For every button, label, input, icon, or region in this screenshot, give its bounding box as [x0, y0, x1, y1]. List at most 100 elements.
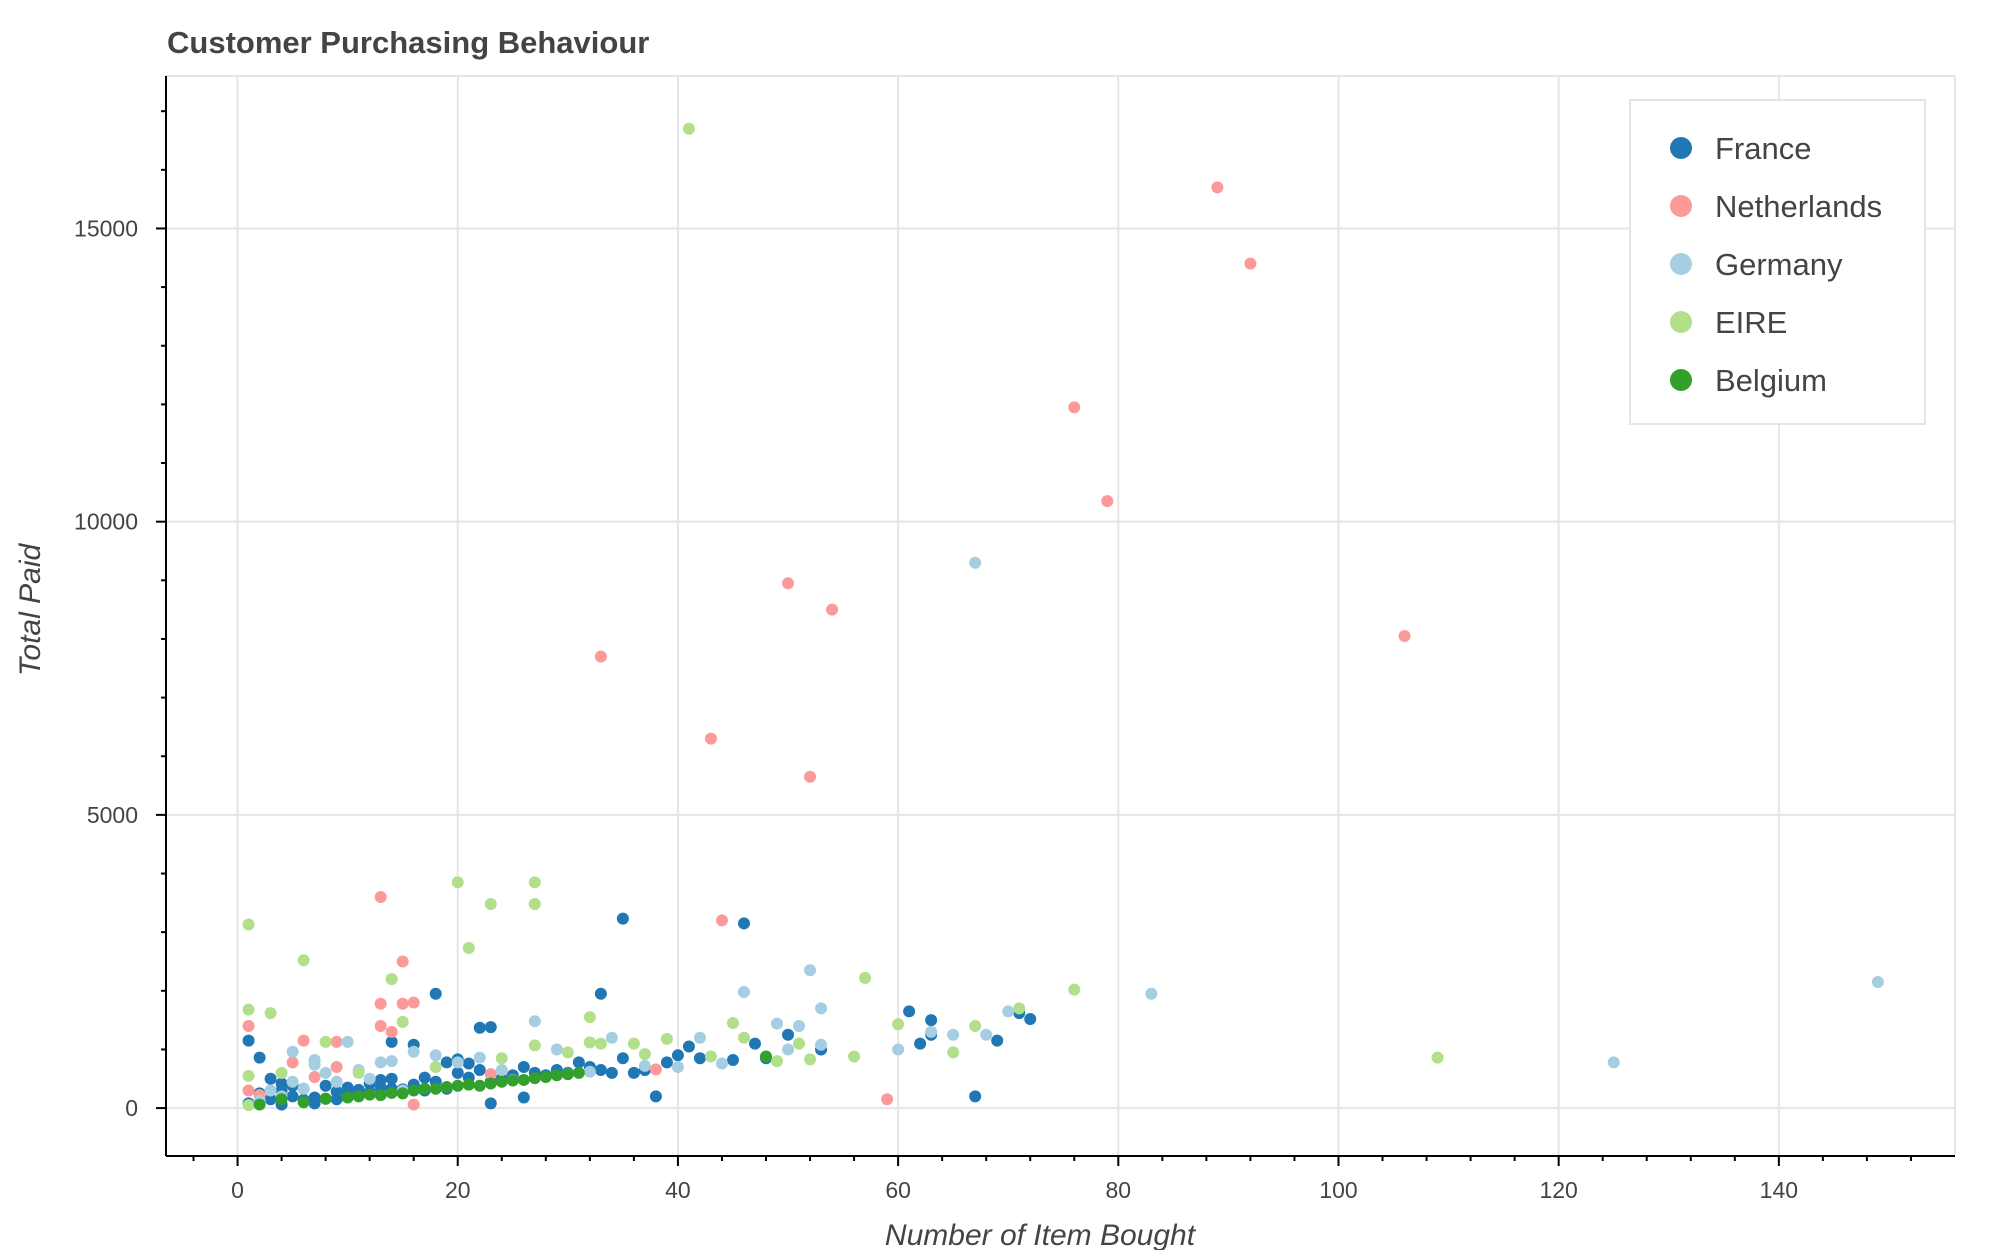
legend-item-france: France: [1670, 131, 1811, 166]
data-point: [925, 1014, 938, 1027]
data-point: [782, 577, 795, 590]
y-tick-label: 15000: [74, 215, 138, 241]
data-point: [771, 1055, 784, 1068]
data-point: [892, 1018, 905, 1031]
data-point: [242, 918, 255, 931]
data-point: [341, 1035, 354, 1048]
data-point: [484, 1097, 497, 1110]
legend-marker: [1670, 253, 1692, 275]
data-point: [748, 1037, 761, 1050]
data-point: [462, 941, 475, 954]
data-point: [804, 1053, 817, 1066]
legend-label: Belgium: [1715, 363, 1827, 398]
data-point: [429, 1082, 442, 1095]
data-point: [726, 1017, 739, 1030]
data-point: [264, 1084, 277, 1097]
x-tick-label: 140: [1760, 1177, 1798, 1203]
data-point: [969, 556, 982, 569]
data-point: [286, 1056, 299, 1069]
legend-marker: [1670, 369, 1692, 391]
data-point: [352, 1090, 365, 1103]
data-point: [429, 987, 442, 1000]
data-point: [319, 1092, 332, 1105]
data-point: [484, 898, 497, 911]
data-point: [385, 973, 398, 986]
data-point: [815, 1038, 828, 1051]
legend-marker: [1670, 195, 1692, 217]
data-point: [506, 1074, 519, 1087]
data-point: [1398, 630, 1411, 643]
data-point: [660, 1032, 673, 1045]
data-point: [363, 1072, 376, 1085]
data-point: [308, 1071, 321, 1084]
legend-item-netherlands: Netherlands: [1670, 189, 1882, 224]
data-point: [429, 1061, 442, 1074]
data-point: [374, 890, 387, 903]
x-tick-label: 120: [1539, 1177, 1577, 1203]
data-point: [484, 1077, 497, 1090]
data-point: [495, 1052, 508, 1065]
data-point: [594, 987, 607, 1000]
data-point: [308, 1058, 321, 1071]
data-point: [947, 1028, 960, 1041]
data-point: [451, 1066, 464, 1079]
data-point: [396, 997, 409, 1010]
data-point: [1145, 987, 1158, 1000]
data-point: [253, 1051, 266, 1064]
data-point: [286, 1075, 299, 1088]
data-point: [242, 1084, 255, 1097]
data-point: [804, 770, 817, 783]
plot-frame: [166, 75, 1956, 1155]
data-point: [980, 1028, 993, 1041]
data-point: [1024, 1012, 1037, 1025]
data-point: [782, 1043, 795, 1056]
data-point: [815, 1002, 828, 1015]
data-points: [242, 122, 1884, 1112]
data-point: [1211, 181, 1224, 194]
data-point: [363, 1088, 376, 1101]
data-point: [473, 1051, 486, 1064]
data-point: [583, 1011, 596, 1024]
data-point: [242, 1019, 255, 1032]
data-point: [616, 1052, 629, 1065]
data-point: [671, 1061, 684, 1074]
data-point: [297, 1096, 310, 1109]
data-point: [1068, 401, 1081, 414]
data-point: [1013, 1002, 1026, 1015]
data-point: [286, 1045, 299, 1058]
legend-item-belgium: Belgium: [1670, 363, 1827, 398]
data-point: [1002, 1005, 1015, 1018]
data-point: [451, 1056, 464, 1069]
series-netherlands: [242, 181, 1411, 1111]
data-point: [649, 1090, 662, 1103]
data-point: [374, 1089, 387, 1102]
data-point: [385, 1025, 398, 1038]
data-point: [495, 1063, 508, 1076]
x-tick-label: 40: [665, 1177, 691, 1203]
data-point: [682, 1040, 695, 1053]
data-point: [782, 1028, 795, 1041]
data-point: [793, 1019, 806, 1032]
data-point: [528, 1039, 541, 1052]
data-point: [627, 1037, 640, 1050]
data-point: [561, 1068, 574, 1081]
data-point: [264, 1072, 277, 1085]
data-point: [693, 1031, 706, 1044]
data-point: [440, 1056, 453, 1069]
data-point: [947, 1046, 960, 1059]
axes: 0 20 40 60 80 100 120 140 0 5000 10000 15000: [74, 76, 1955, 1203]
data-point: [462, 1057, 475, 1070]
series-france: [242, 912, 1037, 1111]
data-point: [517, 1061, 530, 1074]
data-point: [1244, 257, 1257, 270]
data-point: [704, 1050, 717, 1063]
series-germany: [253, 556, 1884, 1108]
data-point: [737, 985, 750, 998]
data-point: [561, 1046, 574, 1059]
data-point: [892, 1043, 905, 1056]
data-point: [760, 1050, 773, 1063]
data-point: [594, 650, 607, 663]
data-point: [462, 1078, 475, 1091]
